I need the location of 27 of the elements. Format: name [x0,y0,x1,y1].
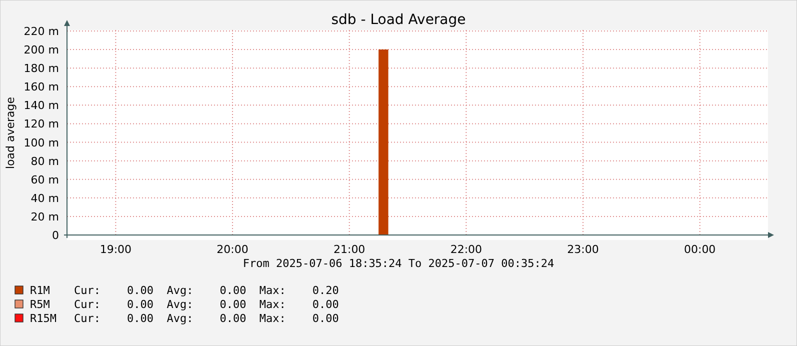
y-tick-label: 140 m [24,99,59,112]
x-tick-label: 21:00 [333,243,366,256]
legend-label: R5M [30,298,50,311]
x-tick-label: 23:00 [567,243,599,256]
y-tick-label: 80 m [30,154,59,168]
y-tick-label: 200 m [24,44,59,57]
y-tick-label: 40 m [30,192,59,205]
x-tick-label: 00:00 [684,243,716,256]
y-tick-label: 180 m [24,62,59,76]
y-axis-title: load average [4,96,17,170]
x-tick-label: 19:00 [100,243,132,256]
y-tick-label: 120 m [24,118,59,131]
legend-label: R1M [30,284,50,297]
y-tick-label: 20 m [30,210,59,224]
y-tick-label: 100 m [24,136,59,150]
y-tick-label: 220 m [24,25,59,38]
text: Cur: 0.00 Avg: 0.00 Max: 0.20 [74,284,339,297]
y-tick-label: 0 [52,229,59,242]
text: Cur: 0.00 Avg: 0.00 Max: 0.00 [74,312,339,325]
x-axis-title: From 2025-07-06 18:35:24 To 2025-07-07 00:35:24 [242,257,555,270]
y-tick-label: 160 m [24,80,59,94]
x-tick-label: 20:00 [216,243,248,256]
chart-title: sdb - Load Average [331,12,466,28]
text: Cur: 0.00 Avg: 0.00 Max: 0.00 [74,298,339,311]
x-tick-label: 22:00 [450,243,482,256]
legend-label: R15M [30,312,57,325]
y-tick-label: 60 m [30,173,59,186]
